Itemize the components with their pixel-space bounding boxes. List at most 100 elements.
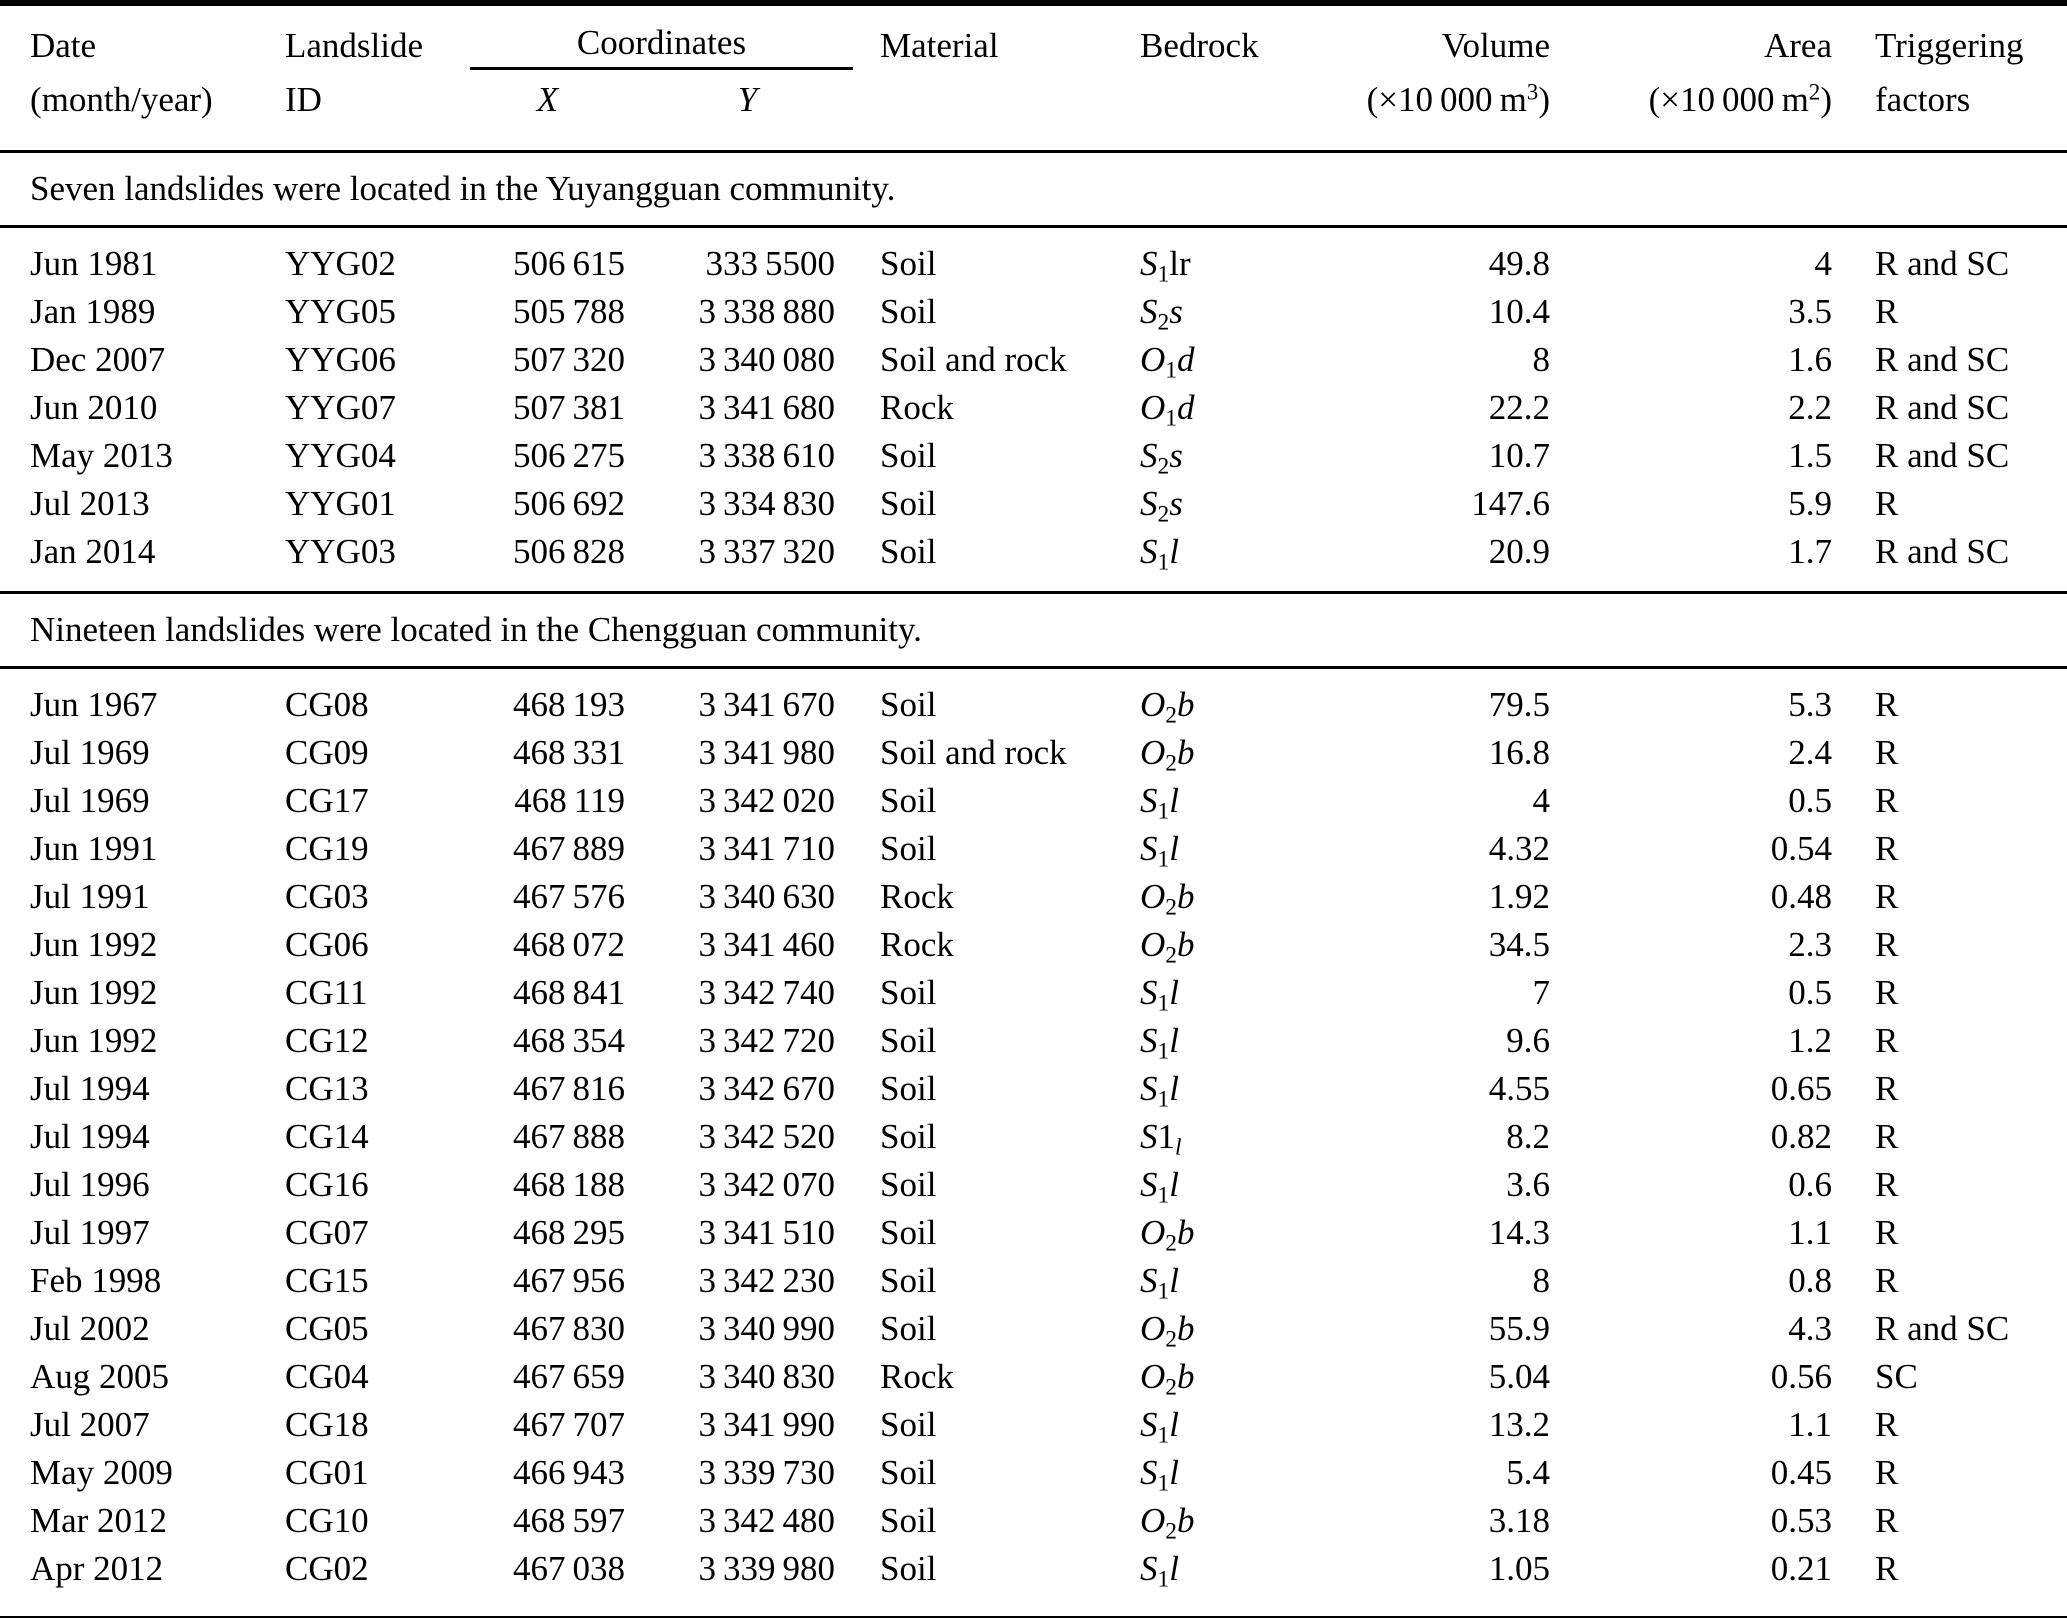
cell-triggering: R and SC: [1875, 532, 2010, 571]
cell-area: 1.2: [1788, 1021, 1832, 1060]
cell-volume: 147.6: [1471, 484, 1550, 523]
bedrock-segment: d: [1177, 388, 1195, 427]
cell-area: 1.6: [1788, 340, 1832, 379]
cell-coordinate-x: 468 295: [512, 1213, 625, 1252]
cell-area: 1.7: [1788, 532, 1832, 571]
bedrock-segment: 1: [1157, 990, 1170, 1017]
cell-coordinate-x: 468 354: [512, 1021, 625, 1060]
table-row: May 2013 YYG04 506 275 3 338 610 Soil S2s 10.7…: [0, 432, 2067, 480]
cell-landslide-id: CG13: [285, 1069, 369, 1108]
cell-material: Soil: [880, 973, 937, 1012]
cell-area: 0.65: [1770, 1069, 1832, 1108]
table-rule: [0, 591, 2067, 594]
cell-volume: 8.2: [1506, 1117, 1550, 1156]
cell-area: 0.82: [1770, 1117, 1832, 1156]
cell-material: Soil: [880, 292, 937, 331]
area-unit-exponent: 2: [1808, 78, 1821, 105]
cell-landslide-id: CG12: [285, 1021, 369, 1060]
cell-date: Jul 1969: [30, 733, 150, 772]
cell-area: 5.3: [1788, 685, 1832, 724]
cell-volume: 10.4: [1488, 292, 1550, 331]
cell-triggering: R: [1875, 1069, 1899, 1108]
cell-landslide-id: CG06: [285, 925, 369, 964]
cell-area: 4: [1814, 244, 1833, 283]
table-row: Jul 1994 CG13 467 816 3 342 670 Soil S1l 4.55 0…: [0, 1065, 2067, 1113]
cell-volume: 79.5: [1488, 685, 1550, 724]
cell-triggering: R: [1875, 1453, 1899, 1492]
cell-triggering: R: [1875, 781, 1899, 820]
table-bottom-rule: [0, 1616, 2067, 1618]
cell-landslide-id: CG14: [285, 1117, 369, 1156]
bedrock-segment: S: [1140, 1165, 1158, 1204]
bedrock-segment: 1: [1157, 261, 1170, 288]
cell-volume: 8: [1532, 340, 1551, 379]
cell-landslide-id: CG11: [285, 973, 368, 1012]
cell-triggering: R and SC: [1875, 244, 2010, 283]
cell-landslide-id: YYG03: [285, 532, 396, 571]
cell-bedrock: O2b: [1140, 1501, 1290, 1543]
cell-volume: 1.92: [1488, 877, 1550, 916]
bedrock-segment: b: [1177, 733, 1195, 772]
cell-landslide-id: CG05: [285, 1309, 369, 1348]
bedrock-segment: S: [1140, 532, 1158, 571]
cell-coordinate-y: 3 342 670: [698, 1069, 835, 1108]
cell-material: Soil: [880, 484, 937, 523]
cell-material: Soil: [880, 244, 937, 283]
cell-triggering: R: [1875, 484, 1899, 523]
cell-coordinate-y: 3 342 520: [698, 1117, 835, 1156]
bedrock-segment: 2: [1165, 1326, 1177, 1353]
cell-bedrock: S1l: [1140, 1261, 1290, 1303]
cell-bedrock: S2s: [1140, 436, 1290, 478]
table-row: Jan 1989 YYG05 505 788 3 338 880 Soil S2s 10.4…: [0, 288, 2067, 336]
cell-coordinate-y: 3 342 230: [698, 1261, 835, 1300]
cell-bedrock: O2b: [1140, 925, 1290, 967]
bedrock-segment: 2: [1165, 750, 1177, 777]
cell-material: Rock: [880, 925, 954, 964]
cell-coordinate-x: 467 889: [512, 829, 625, 868]
cell-date: Feb 1998: [30, 1261, 162, 1300]
bedrock-segment: 1: [1157, 1182, 1170, 1209]
cell-volume: 34.5: [1488, 925, 1550, 964]
cell-material: Rock: [880, 1357, 954, 1396]
cell-area: 0.56: [1770, 1357, 1832, 1396]
cell-coordinate-x: 467 659: [512, 1357, 625, 1396]
cell-coordinate-y: 3 334 830: [698, 484, 835, 523]
cell-volume: 5.4: [1506, 1453, 1550, 1492]
bedrock-segment: S: [1140, 1261, 1158, 1300]
header-volume-unit: (×10 000 m3): [1290, 80, 1550, 120]
bedrock-segment: 1: [1157, 1038, 1170, 1065]
cell-coordinate-y: 3 337 320: [698, 532, 835, 571]
section-rows: Jun 1981 YYG02 506 615 333 5500 Soil S1lr 49.8…: [0, 228, 2067, 591]
table-row: Jul 1991 CG03 467 576 3 340 630 Rock O2b 1.92 0…: [0, 873, 2067, 921]
cell-triggering: R and SC: [1875, 1309, 2010, 1348]
cell-bedrock: S1l: [1140, 532, 1290, 574]
cell-coordinate-y: 3 341 680: [698, 388, 835, 427]
cell-triggering: R and SC: [1875, 436, 2010, 475]
cell-coordinate-y: 3 340 080: [698, 340, 835, 379]
table-row: Jul 1969 CG17 468 119 3 342 020 Soil S1l 4 0.5 R: [0, 777, 2067, 825]
table-row: Jan 2014 YYG03 506 828 3 337 320 Soil S1l 20.9…: [0, 528, 2067, 576]
cell-area: 0.21: [1770, 1549, 1832, 1588]
cell-landslide-id: CG01: [285, 1453, 369, 1492]
cell-coordinate-x: 468 597: [512, 1501, 625, 1540]
cell-date: Jul 2007: [30, 1405, 150, 1444]
cell-bedrock: O2b: [1140, 1213, 1290, 1255]
bedrock-segment: 1: [1165, 357, 1177, 384]
cell-volume: 8: [1532, 1261, 1551, 1300]
cell-landslide-id: YYG02: [285, 244, 396, 283]
cell-coordinate-x: 467 816: [512, 1069, 625, 1108]
cell-coordinate-x: 467 956: [512, 1261, 625, 1300]
cell-volume: 16.8: [1488, 733, 1550, 772]
bedrock-segment: 2: [1157, 453, 1170, 480]
table-row: Jul 1996 CG16 468 188 3 342 070 Soil S1l 3.6 0.…: [0, 1161, 2067, 1209]
header-coordinate-y: Y: [737, 80, 758, 119]
cell-date: Jan 2014: [30, 532, 156, 571]
bedrock-segment: 1: [1157, 1086, 1170, 1113]
bedrock-segment: S: [1140, 1405, 1158, 1444]
table-top-rule: [0, 0, 2067, 6]
cell-triggering: R and SC: [1875, 388, 2010, 427]
cell-coordinate-y: 3 342 070: [698, 1165, 835, 1204]
cell-date: Jul 1969: [30, 781, 150, 820]
header-landslide-id: Landslide: [285, 26, 424, 65]
cell-coordinate-x: 467 830: [512, 1309, 625, 1348]
